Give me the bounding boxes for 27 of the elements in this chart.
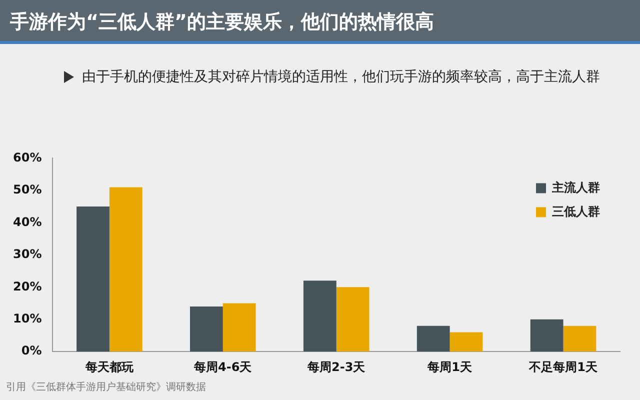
x-tick-label: 每周4-6天 xyxy=(193,360,253,374)
bar xyxy=(190,306,223,352)
x-tick-label: 每周2-3天 xyxy=(306,360,366,374)
x-tick-label: 不足每周1天 xyxy=(528,360,598,374)
legend-label: 主流人群 xyxy=(551,180,600,194)
y-tick-label: 20% xyxy=(12,279,42,294)
x-tick-label: 每天都玩 xyxy=(84,360,134,374)
y-tick-label: 30% xyxy=(12,247,42,262)
x-tick-label: 每周1天 xyxy=(426,360,473,374)
chart-title: 手游作为“三低人群”的主要娱乐，他们的热情很高 xyxy=(0,0,640,44)
text: 引用《三低群体手游用户基础研究》调研数据 xyxy=(6,380,206,394)
bar xyxy=(222,303,256,352)
y-tick-label: 50% xyxy=(12,182,42,197)
chart-subtitle: 由于手机的便捷性及其对碎片情境的适用性，他们玩手游的频率较高，高于主流人群 xyxy=(82,68,601,87)
y-tick-label: 40% xyxy=(12,214,42,229)
bar xyxy=(416,326,450,352)
bar xyxy=(450,332,483,352)
y-tick-label: 0% xyxy=(21,344,42,358)
bar xyxy=(563,326,596,352)
legend-label: 三低人群 xyxy=(552,204,600,218)
bar xyxy=(76,206,110,352)
y-tick-label: 10% xyxy=(12,311,42,326)
bar xyxy=(109,187,142,352)
bar xyxy=(336,287,370,352)
y-tick-label: 60% xyxy=(12,150,42,164)
bar xyxy=(303,280,336,352)
bar xyxy=(530,319,564,352)
